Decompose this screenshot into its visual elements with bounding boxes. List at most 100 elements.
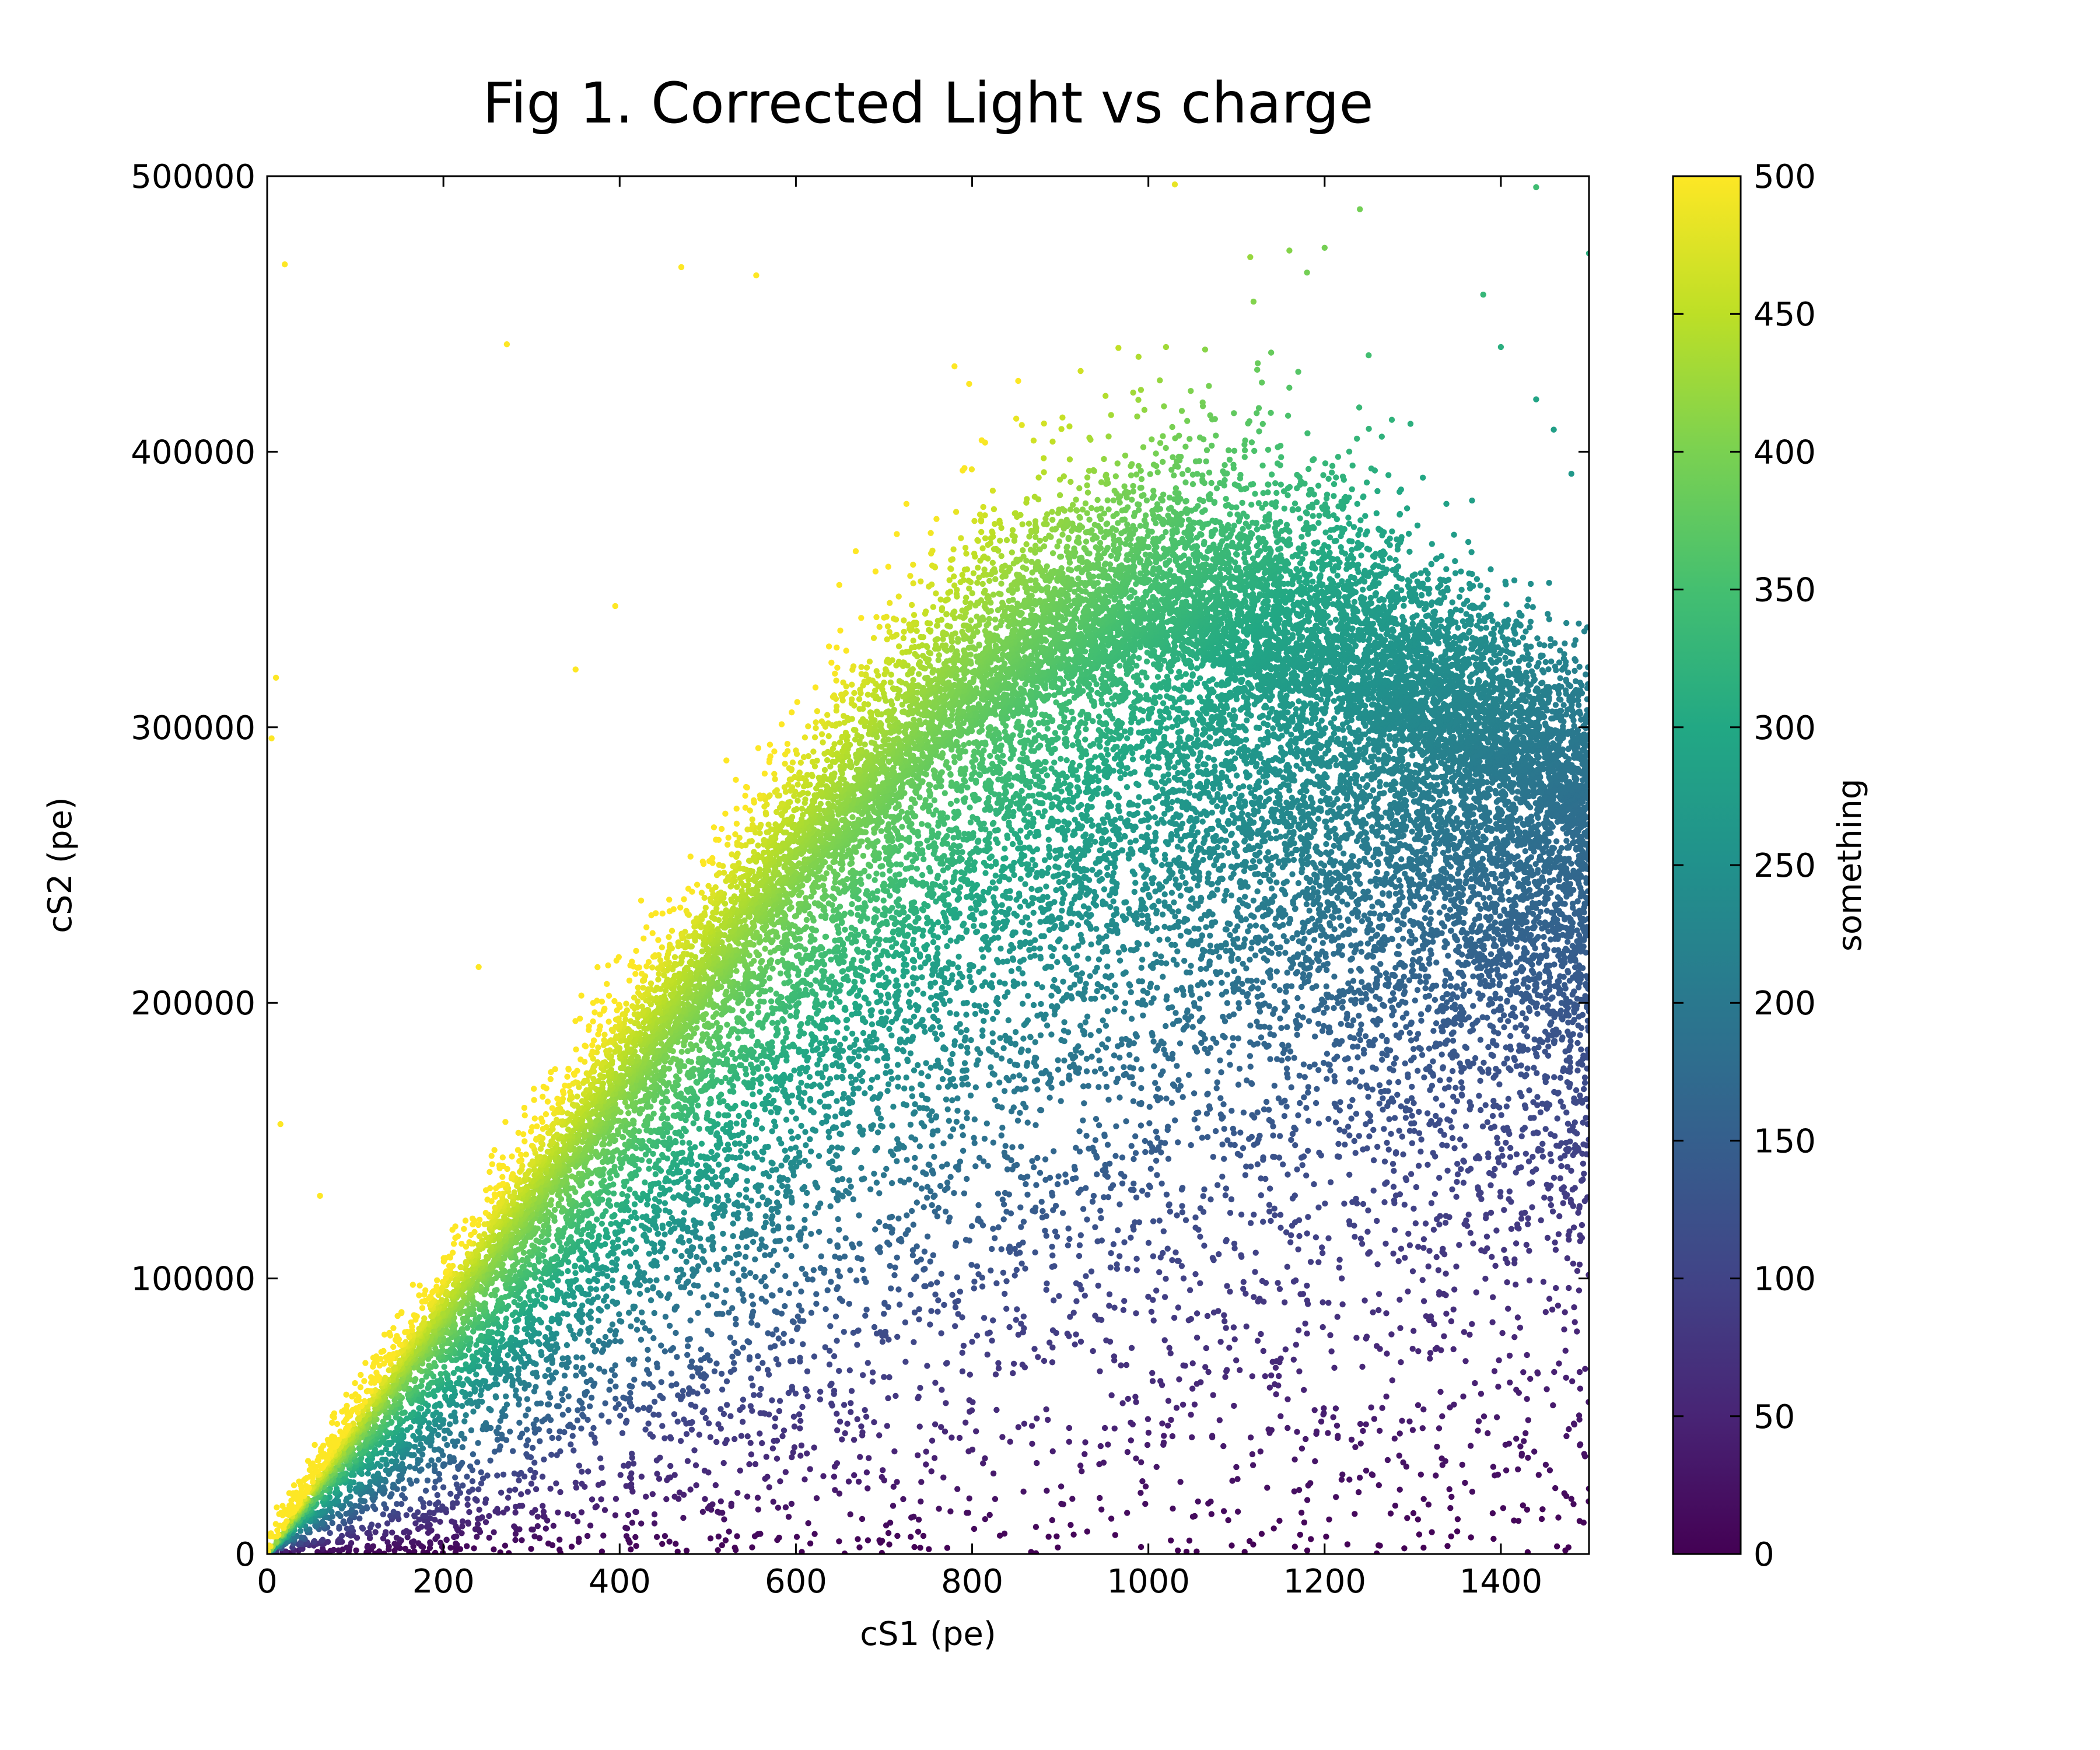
scatter-point — [1154, 1464, 1160, 1470]
scatter-point — [926, 1161, 932, 1167]
scatter-point — [964, 1510, 970, 1516]
scatter-point — [1503, 1140, 1508, 1146]
scatter-point — [1341, 1200, 1347, 1206]
scatter-point — [769, 1397, 775, 1403]
scatter-point — [1524, 1396, 1530, 1402]
scatter-point — [1534, 1070, 1539, 1076]
scatter-point — [1375, 900, 1381, 905]
scatter-point — [1303, 1105, 1309, 1111]
scatter-point — [1148, 1166, 1154, 1172]
scatter-point — [1460, 1157, 1466, 1163]
scatter-point — [1437, 1213, 1443, 1219]
scatter-point — [1346, 1079, 1352, 1085]
scatter-point — [1463, 1217, 1469, 1223]
scatter-point — [1358, 1440, 1364, 1446]
scatter-point — [1310, 985, 1315, 991]
scatter-point — [1501, 1012, 1507, 1018]
scatter-point — [1527, 1376, 1533, 1382]
scatter-point — [1360, 1146, 1366, 1152]
scatter-point — [1407, 1030, 1413, 1036]
scatter-point — [1149, 1370, 1155, 1376]
scatter-point — [1525, 1455, 1531, 1461]
scatter-point — [1109, 1066, 1115, 1072]
scatter-point — [1153, 1129, 1159, 1135]
scatter-point — [1301, 1094, 1307, 1100]
scatter-point — [1145, 1416, 1151, 1422]
scatter-point — [1285, 1056, 1291, 1062]
scatter-point — [1384, 1350, 1390, 1356]
scatter-point — [1434, 1444, 1440, 1450]
scatter-point — [506, 1488, 512, 1493]
scatter-point — [1130, 1098, 1136, 1104]
scatter-point — [1494, 1135, 1500, 1140]
scatter-point — [645, 1347, 650, 1353]
scatter-point — [911, 1339, 916, 1345]
scatter-point — [601, 1368, 607, 1374]
scatter-point — [837, 1419, 843, 1424]
scatter-point — [1526, 1087, 1532, 1093]
scatter-point — [880, 1467, 886, 1473]
scatter-point — [1548, 1158, 1554, 1164]
scatter-point — [1548, 936, 1553, 942]
scatter-point — [1163, 1276, 1168, 1282]
scatter-point — [1189, 1434, 1195, 1440]
scatter-point — [1312, 1407, 1318, 1413]
scatter-point — [1404, 1515, 1410, 1521]
scatter-point — [555, 1510, 561, 1516]
scatter-point — [1047, 1175, 1053, 1181]
scatter-point — [479, 1514, 485, 1520]
scatter-point — [820, 1473, 826, 1479]
scatter-point — [991, 1140, 996, 1146]
scatter-point — [1433, 1020, 1439, 1026]
scatter-point — [1251, 1212, 1256, 1217]
scatter-point — [1161, 1433, 1167, 1438]
scatter-point — [1426, 1264, 1432, 1269]
scatter-point — [1130, 1081, 1136, 1087]
scatter-point — [1274, 968, 1280, 974]
scatter-point — [1424, 1110, 1430, 1116]
scatter-point — [1534, 1094, 1540, 1100]
scatter-point — [1383, 970, 1389, 976]
scatter-point — [381, 1501, 387, 1507]
scatter-point — [1180, 1185, 1185, 1191]
scatter-point — [1034, 1155, 1040, 1161]
scatter-point — [620, 1395, 626, 1401]
scatter-point — [1337, 1099, 1343, 1105]
scatter-point — [1483, 1102, 1489, 1108]
scatter-point — [963, 1420, 968, 1426]
scatter-point — [1525, 1222, 1531, 1227]
scatter-point — [402, 1546, 408, 1552]
scatter-point — [842, 1430, 848, 1436]
scatter-point — [1166, 1345, 1172, 1351]
scatter-point — [1210, 1036, 1216, 1042]
scatter-point — [1410, 1427, 1416, 1433]
scatter-point — [1278, 1356, 1283, 1362]
scatter-point — [647, 1381, 653, 1387]
scatter-point — [693, 1482, 699, 1488]
scatter-point — [1550, 1402, 1556, 1408]
scatter-point — [1426, 867, 1432, 873]
scatter-point — [918, 1479, 924, 1485]
scatter-point — [1401, 1545, 1407, 1551]
scatter-point — [1450, 1030, 1456, 1035]
scatter-point — [1485, 1119, 1490, 1125]
scatter-point — [797, 1452, 803, 1458]
scatter-point — [657, 1455, 663, 1461]
scatter-point — [917, 1423, 923, 1429]
scatter-point — [1417, 956, 1423, 962]
scatter-point — [1018, 1224, 1024, 1230]
scatter-point — [624, 1418, 629, 1424]
scatter-point — [436, 1457, 442, 1462]
scatter-point — [1077, 1242, 1083, 1248]
scatter-point — [1510, 979, 1516, 985]
scatter-point — [1078, 1232, 1084, 1238]
scatter-point — [1569, 1378, 1575, 1384]
scatter-point — [1541, 942, 1547, 948]
scatter-point — [1321, 1060, 1326, 1066]
scatter-point — [1255, 1161, 1261, 1167]
scatter-point — [1166, 1398, 1171, 1404]
scatter-point — [1241, 1279, 1247, 1285]
scatter-point — [505, 1494, 511, 1500]
scatter-point — [1191, 1090, 1197, 1096]
scatter-point — [659, 1423, 665, 1429]
